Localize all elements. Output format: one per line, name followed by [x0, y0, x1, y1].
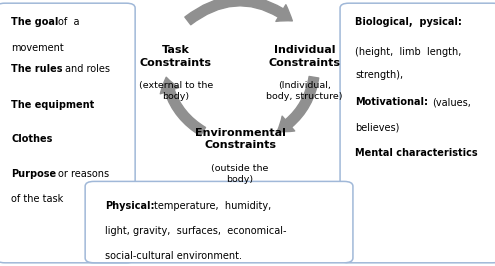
Text: The goal: The goal	[11, 17, 59, 27]
FancyBboxPatch shape	[0, 3, 135, 263]
Text: Motivational:: Motivational:	[355, 97, 428, 107]
Text: believes): believes)	[355, 122, 400, 132]
Text: or reasons: or reasons	[58, 169, 109, 179]
FancyBboxPatch shape	[340, 3, 495, 263]
Text: Biological,  pysical:: Biological, pysical:	[355, 17, 462, 27]
Text: of  a: of a	[58, 17, 80, 27]
Text: of the task: of the task	[11, 194, 64, 204]
Text: Individual
Constraints: Individual Constraints	[268, 45, 341, 68]
Text: (height,  limb  length,: (height, limb length,	[355, 47, 462, 57]
Text: Physical:: Physical:	[105, 201, 154, 211]
Text: social-cultural environment.: social-cultural environment.	[105, 251, 242, 261]
Text: (values,: (values,	[432, 97, 471, 107]
Text: movement: movement	[11, 43, 64, 53]
Text: and roles: and roles	[65, 64, 110, 74]
FancyArrowPatch shape	[277, 76, 319, 132]
Text: Mental characteristics: Mental characteristics	[355, 148, 478, 158]
Text: The rules: The rules	[11, 64, 63, 74]
FancyArrowPatch shape	[160, 77, 205, 136]
Text: light, gravity,  surfaces,  economical-: light, gravity, surfaces, economical-	[105, 226, 287, 236]
FancyArrowPatch shape	[185, 0, 293, 25]
FancyBboxPatch shape	[85, 181, 353, 263]
Text: The equipment: The equipment	[11, 100, 95, 110]
Text: strength),: strength),	[355, 70, 403, 81]
Text: (external to the
body): (external to the body)	[139, 81, 213, 101]
Text: Clothes: Clothes	[11, 134, 53, 144]
Text: Environmental
Constraints: Environmental Constraints	[195, 128, 286, 150]
Text: (outside the
body): (outside the body)	[211, 164, 269, 184]
Text: (Individual,
body, structure): (Individual, body, structure)	[266, 81, 343, 101]
Text: Task
Constraints: Task Constraints	[140, 45, 212, 68]
Text: Purpose: Purpose	[11, 169, 56, 179]
Text: temperature,  humidity,: temperature, humidity,	[154, 201, 272, 211]
